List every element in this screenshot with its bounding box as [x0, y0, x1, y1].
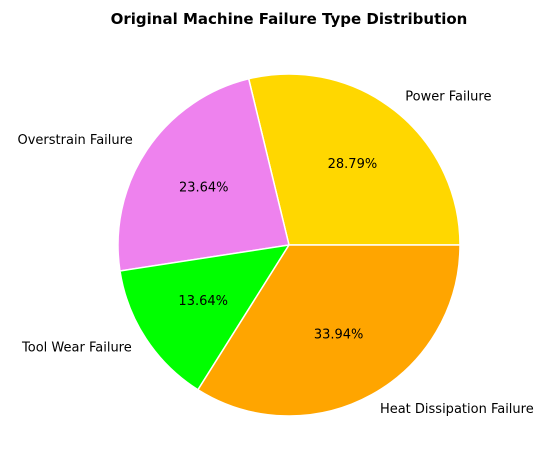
- slice-label-power-failure: Power Failure: [405, 90, 491, 105]
- pie-percent-labels: 28.79% 23.64% 13.64% 33.94%: [178, 157, 377, 342]
- pie-slices: [117, 73, 461, 417]
- pie-slice-tool-wear-failure: [119, 244, 290, 391]
- pie-slice-power-failure: [247, 73, 461, 246]
- pie-slice-heat-dissipation-failure: [197, 244, 461, 417]
- slice-label-overstrain-failure: Overstrain Failure: [18, 133, 133, 148]
- pct-label-overstrain-failure: 23.64%: [179, 180, 229, 195]
- pct-label-heat-dissipation-failure: 33.94%: [314, 327, 364, 342]
- pct-label-power-failure: 28.79%: [328, 157, 378, 172]
- slice-label-heat-dissipation-failure: Heat Dissipation Failure: [380, 402, 534, 417]
- pie-category-labels: Power Failure Overstrain Failure Tool Wear…: [18, 90, 534, 418]
- pie-slice-overstrain-failure: [117, 78, 290, 272]
- slice-label-tool-wear-failure: Tool Wear Failure: [21, 341, 132, 356]
- chart-title: Original Machine Failure Type Distributi…: [111, 10, 468, 28]
- pct-label-tool-wear-failure: 13.64%: [178, 294, 228, 309]
